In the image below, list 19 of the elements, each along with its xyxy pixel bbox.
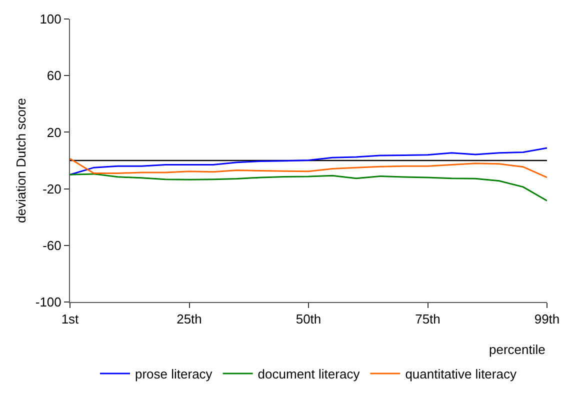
legend-label: quantitative literacy	[405, 366, 517, 382]
x-axis-title: percentile	[489, 342, 546, 357]
legend-label: document literacy	[258, 366, 360, 382]
x-tick-label: 1st	[61, 312, 80, 327]
y-tick-label: 100	[40, 12, 62, 27]
line-series	[70, 147, 547, 176]
y-tick-label: -100	[35, 294, 62, 310]
x-tick-label: 50th	[296, 312, 322, 327]
line-series	[70, 158, 547, 178]
y-tick-label: 60	[46, 68, 62, 84]
y-tick-label: -20	[42, 181, 62, 196]
y-tick-label: 20	[46, 124, 62, 140]
x-tick-label: 75th	[415, 312, 440, 327]
line-series	[70, 173, 547, 202]
x-tick-label: 25th	[176, 312, 202, 327]
y-tick-label: -60	[42, 238, 62, 253]
x-tick-label: 99th	[534, 312, 560, 327]
legend-label: prose literacy	[135, 366, 213, 382]
y-axis-title: deviation Dutch score	[13, 98, 28, 224]
